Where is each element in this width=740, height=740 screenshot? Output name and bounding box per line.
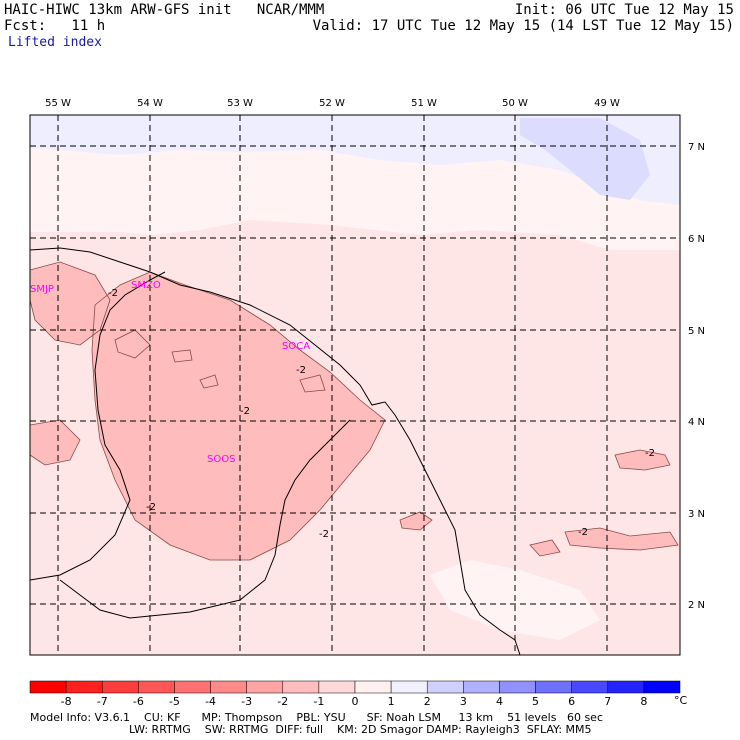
init-time: Init: 06 UTC Tue 12 May 15 — [514, 2, 734, 18]
lifted-index-minus2-region — [92, 272, 385, 560]
colorbar-tick-label: 3 — [460, 695, 467, 708]
colorbar-tick-label: -7 — [97, 695, 108, 708]
lifted-index-minus2-southeast — [565, 528, 678, 550]
colorbar-tick-label: 7 — [604, 695, 611, 708]
colorbar-swatch — [390, 680, 428, 694]
lon-label: 52 W — [319, 98, 345, 109]
station-label: SMJP — [30, 284, 54, 295]
contour-label: -2 — [645, 448, 655, 459]
colorbar-swatch — [246, 680, 284, 694]
colorbar-tick-label: -3 — [241, 695, 252, 708]
colorbar-tick-label: -5 — [169, 695, 180, 708]
colorbar-tick-label: -6 — [133, 695, 144, 708]
map-panel: 55 W 54 W 53 W 52 W 51 W 50 W 49 W 7 N 6… — [29, 98, 705, 656]
contour-label: -2 — [240, 406, 250, 417]
lat-label: 2 N — [688, 600, 705, 611]
colorbar-tick-label: -8 — [61, 695, 72, 708]
lat-lon-grid — [30, 115, 680, 655]
colorbar-swatch — [210, 680, 247, 694]
colorbar-swatch — [29, 680, 67, 694]
lon-label: 54 W — [137, 98, 163, 109]
model-info-line1: Model Info: V3.6.1 CU: KF MP: Thompson P… — [30, 711, 603, 724]
map-frame — [29, 114, 681, 656]
model-info-line2: LW: RRTMG SW: RRTMG DIFF: full KM: 2D Sm… — [129, 723, 592, 736]
colorbar-tick-label: -4 — [205, 695, 216, 708]
lifted-index-minus2-east — [615, 450, 670, 470]
lat-label: 4 N — [688, 417, 705, 428]
lat-label: 6 N — [688, 234, 705, 245]
lifted-index-minus2-patch — [530, 540, 560, 556]
colorbar-tick-label: -2 — [277, 695, 288, 708]
contour-label: -2 — [319, 529, 329, 540]
contour-label: -2 — [146, 502, 156, 513]
lon-label: 50 W — [502, 98, 528, 109]
colorbar-swatch — [101, 680, 139, 694]
colorbar-swatch — [607, 680, 645, 694]
colorbar-swatch — [643, 680, 681, 694]
station-label: SOCA — [282, 341, 310, 352]
colorbar-swatch — [65, 680, 103, 694]
colorbar-tick-label: 0 — [352, 695, 359, 708]
lon-label: 53 W — [227, 98, 253, 109]
positive-shading-stronger — [520, 118, 650, 200]
field-name: Lifted index — [8, 35, 102, 50]
positive-shading — [30, 115, 680, 205]
station-label: SOOS — [207, 454, 235, 465]
colorbar-unit: °C — [674, 694, 688, 707]
lifted-index-minus2-west — [30, 262, 110, 345]
colorbar-tick-label: 8 — [640, 695, 647, 708]
colorbar-swatch — [426, 680, 464, 694]
colorbar-swatch — [318, 680, 356, 694]
colorbar-tick-label: 5 — [532, 695, 539, 708]
map-title: HAIC-HIWC 13km ARW-GFS init NCAR/MMM — [4, 2, 325, 18]
lat-label: 7 N — [688, 142, 705, 153]
colorbar-swatch — [174, 680, 211, 694]
station-label: SMZO — [131, 280, 161, 291]
colorbar-swatch — [354, 680, 392, 694]
colorbar-swatch — [282, 680, 320, 694]
colorbar-swatch — [463, 680, 500, 694]
contour-label: -2 — [108, 288, 118, 299]
contour-label: -2 — [296, 365, 306, 376]
colorbar: -8 -7 -6 -5 -4 -3 -2 -1 0 1 2 3 4 5 6 7 8 — [29, 680, 681, 708]
colorbar-tick-label: 6 — [568, 695, 575, 708]
lat-label: 5 N — [688, 326, 705, 337]
colorbar-swatch — [535, 680, 572, 694]
colorbar-tick-label: 4 — [496, 695, 503, 708]
lat-label: 3 N — [688, 509, 705, 520]
colorbar-tick-label: 1 — [388, 695, 395, 708]
colorbar-swatch — [499, 680, 536, 694]
coastline — [29, 247, 521, 656]
lon-label: 51 W — [411, 98, 437, 109]
lon-label: 55 W — [45, 98, 71, 109]
lifted-index-minus2-patch — [30, 420, 80, 465]
colorbar-swatch — [571, 680, 609, 694]
forecast-hour: Fcst: 11 h — [4, 18, 106, 34]
colorbar-swatch — [138, 680, 175, 694]
lon-label: 49 W — [594, 98, 620, 109]
contour-label: -2 — [578, 527, 588, 538]
colorbar-tick-label: -1 — [313, 695, 324, 708]
colorbar-tick-label: 2 — [424, 695, 431, 708]
valid-time: Valid: 17 UTC Tue 12 May 15 (14 LST Tue … — [312, 18, 734, 34]
